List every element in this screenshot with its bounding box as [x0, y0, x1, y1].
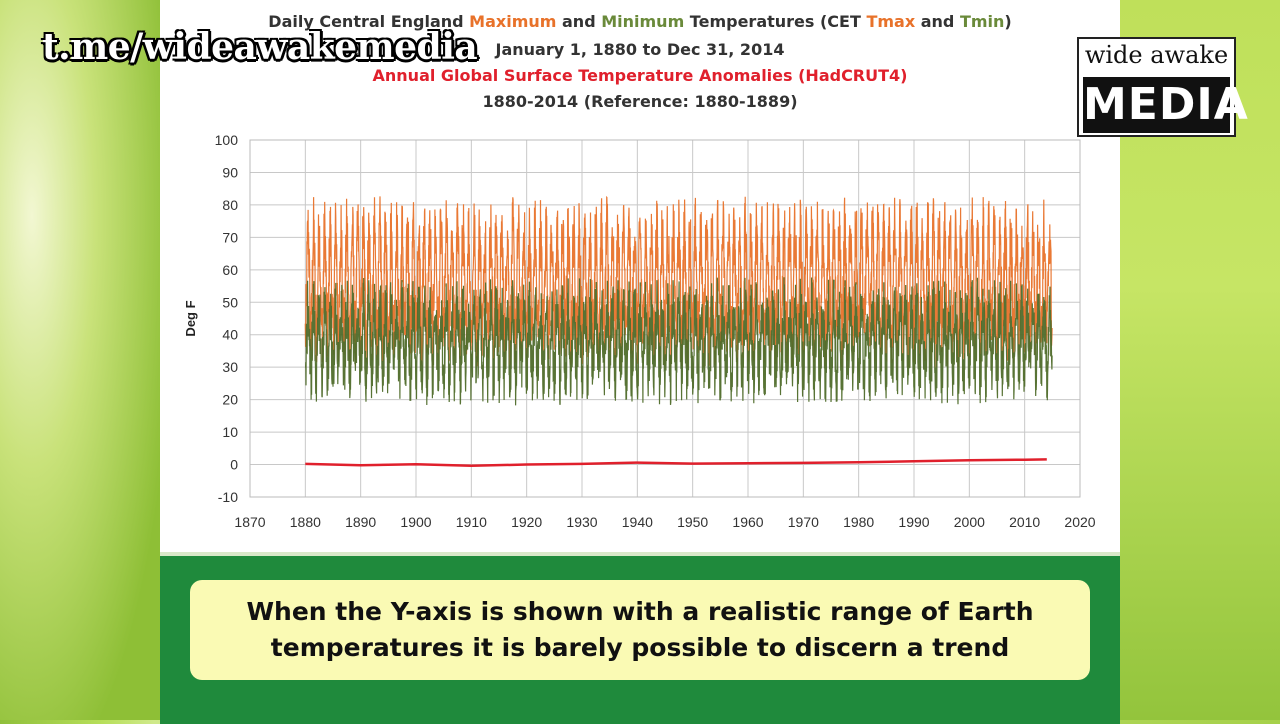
- x-tick-label: 1980: [843, 514, 874, 530]
- title-minimum: Minimum: [601, 12, 685, 31]
- x-tick-label: 1930: [566, 514, 597, 530]
- x-tick-label: 1950: [677, 514, 708, 530]
- x-tick-label: 2020: [1064, 514, 1095, 530]
- x-tick-label: 1990: [898, 514, 929, 530]
- title-text: and: [556, 12, 602, 31]
- caption-text: When the Y-axis is shown with a realisti…: [246, 597, 1034, 662]
- y-tick-label: -10: [218, 489, 238, 505]
- chart-title-line-4: 1880-2014 (Reference: 1880-1889): [482, 92, 798, 111]
- title-maximum: Maximum: [469, 12, 557, 31]
- y-tick-label: 70: [222, 229, 238, 245]
- x-tick-label: 1880: [290, 514, 321, 530]
- y-tick-label: 80: [222, 197, 238, 213]
- x-tick-label: 2010: [1009, 514, 1040, 530]
- logo-top-text: wide awake: [1084, 41, 1229, 69]
- title-text: Temperatures (CET: [684, 12, 867, 31]
- title-text: Daily Central England: [268, 12, 470, 31]
- chart-title-line-3: Annual Global Surface Temperature Anomal…: [372, 66, 908, 85]
- chart-title-line-1: Daily Central England Maximum and Minimu…: [160, 12, 1120, 31]
- y-tick-label: 90: [222, 164, 238, 180]
- x-tick-label: 1900: [400, 514, 431, 530]
- series-hadcrut4-line: [305, 458, 1047, 468]
- x-tick-label: 1890: [345, 514, 376, 530]
- series-tmin-line: [304, 277, 1053, 406]
- x-tick-label: 1970: [788, 514, 819, 530]
- x-tick-label: 1870: [234, 514, 265, 530]
- x-tick-label: 2000: [954, 514, 985, 530]
- wide-awake-media-logo: wide awake MEDIA: [1077, 37, 1248, 137]
- title-tmin: Tmin: [959, 12, 1005, 31]
- series-tmax-line: [304, 195, 1053, 368]
- title-text: ): [1004, 12, 1012, 31]
- x-tick-label: 1920: [511, 514, 542, 530]
- x-tick-label: 1960: [732, 514, 763, 530]
- logo-bottom-text: MEDIA: [1083, 77, 1248, 133]
- y-tick-label: 0: [230, 457, 238, 473]
- watermark-text: t.me/wideawakemedia: [42, 26, 478, 68]
- y-tick-label: 40: [222, 327, 238, 343]
- caption-box: When the Y-axis is shown with a realisti…: [190, 580, 1090, 680]
- title-text: and: [915, 12, 960, 31]
- y-tick-label: 100: [215, 132, 239, 148]
- y-axis-label: Deg F: [183, 300, 198, 336]
- y-tick-label: 30: [222, 359, 238, 375]
- plot-border: [249, 139, 1081, 498]
- y-tick-label: 10: [222, 424, 238, 440]
- y-tick-label: 60: [222, 262, 238, 278]
- background-left: [0, 0, 160, 720]
- title-tmax: Tmax: [866, 12, 916, 31]
- y-tick-label: 20: [222, 392, 238, 408]
- x-tick-label: 1940: [622, 514, 653, 530]
- y-tick-label: 50: [222, 294, 238, 310]
- temperature-chart: -10 0 10 20 30 40 50 60 70 80 90 100 1870 1880 1890 190…: [183, 132, 1096, 530]
- chart-title-line-2: January 1, 1880 to Dec 31, 2014: [495, 40, 785, 59]
- x-tick-label: 1910: [456, 514, 487, 530]
